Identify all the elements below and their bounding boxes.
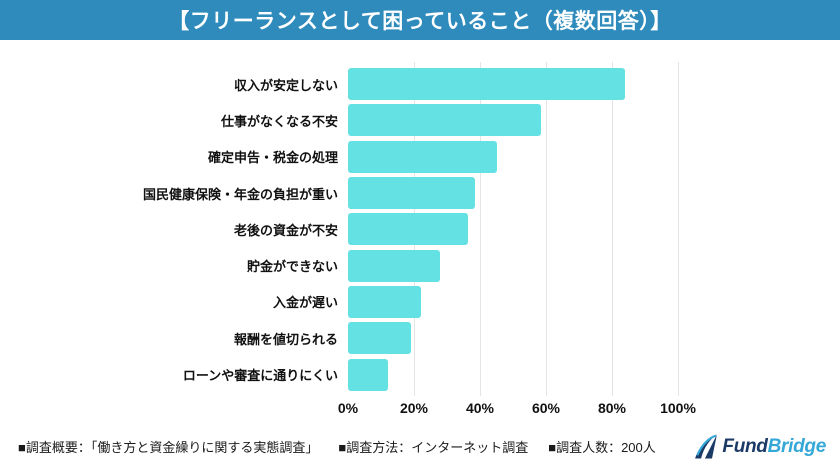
bar-track [348, 322, 678, 355]
bar-row: 国民健康保険・年金の負担が重い [0, 175, 840, 211]
x-axis: 0% 20% 40% 60% 80% 100% [338, 400, 696, 422]
bar-track [348, 285, 678, 318]
bar-row: 報酬を値切られる [0, 320, 840, 356]
bar [348, 285, 421, 318]
bar-rows: 収入が安定しない仕事がなくなる不安確定申告・税金の処理国民健康保険・年金の負担が… [0, 66, 840, 393]
survey-notes: ■調査概要：「働き方と資金繰りに関する実態調査」 ■調査方法：インターネット調査… [18, 437, 656, 456]
category-label: 確定申告・税金の処理 [207, 150, 338, 166]
category-label: 老後の資金が不安 [233, 222, 338, 238]
bar [348, 68, 626, 101]
x-tick-label: 20% [399, 400, 429, 416]
bar-track [348, 213, 678, 246]
bar-row: 貯金ができない [0, 247, 840, 283]
x-tick-label: 40% [465, 400, 495, 416]
logo-text-bridge: Bridge [767, 435, 827, 457]
logo-text-fund: Fund [722, 435, 768, 457]
x-tick-label: 60% [531, 400, 561, 416]
bar [348, 213, 469, 246]
category-label: 仕事がなくなる不安 [220, 113, 338, 129]
footer: ■調査概要：「働き方と資金繰りに関する実態調査」 ■調査方法：インターネット調査… [0, 430, 840, 472]
category-label: 収入が安定しない [233, 77, 338, 93]
category-label: 入金が遅い [272, 295, 338, 311]
survey-overview-note: ■調査概要：「働き方と資金繰りに関する実態調査」 [18, 440, 319, 455]
bar-row: 入金が遅い [0, 284, 840, 320]
category-label: 貯金ができない [246, 259, 338, 275]
category-label: 国民健康保険・年金の負担が重い [142, 186, 338, 202]
chart-area: 収入が安定しない仕事がなくなる不安確定申告・税金の処理国民健康保険・年金の負担が… [0, 62, 840, 422]
bar-row: 確定申告・税金の処理 [0, 139, 840, 175]
category-label: ローンや審査に通りにくい [182, 368, 338, 384]
title-bar: 【フリーランスとして困っていること（複数回答）】 [0, 0, 840, 40]
bar-row: 老後の資金が不安 [0, 211, 840, 247]
survey-count-note: ■調査人数：200人 [548, 440, 656, 455]
bar-row: ローンや審査に通りにくい [0, 356, 840, 392]
bar-row: 収入が安定しない [0, 66, 840, 102]
bar-track [348, 249, 678, 282]
bar-track [348, 177, 678, 210]
category-label: 報酬を値切られる [233, 331, 338, 347]
x-tick-label: 100% [660, 400, 696, 416]
bar-track [348, 68, 678, 101]
bar [348, 140, 497, 173]
bar [348, 358, 388, 391]
bar [348, 249, 441, 282]
x-tick-label: 0% [337, 400, 359, 416]
x-tick-label: 80% [597, 400, 627, 416]
bar [348, 177, 476, 210]
fundbridge-logo: Fund Bridge [694, 433, 826, 460]
fundbridge-swoosh-icon [695, 434, 718, 459]
bar-track [348, 358, 678, 391]
bar-track [348, 104, 678, 137]
chart-title: 【フリーランスとして困っていること（複数回答）】 [168, 10, 672, 33]
bar [348, 104, 542, 137]
bar-row: 仕事がなくなる不安 [0, 102, 840, 138]
bar-track [348, 140, 678, 173]
bar [348, 322, 411, 355]
survey-method-note: ■調査方法：インターネット調査 [338, 440, 529, 455]
